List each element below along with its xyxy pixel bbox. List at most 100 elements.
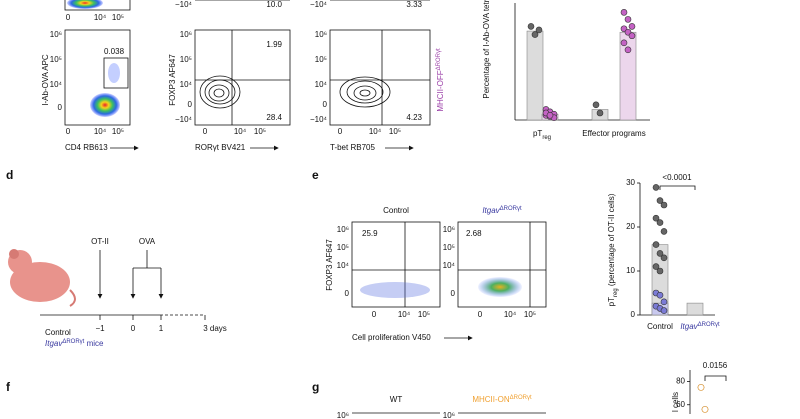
timeline xyxy=(40,250,206,320)
data-point xyxy=(620,9,628,16)
tick-label: 10⁶ xyxy=(50,30,62,39)
plot-title: ItgavΔRORγt xyxy=(482,206,522,216)
event-label: OVA xyxy=(139,237,156,246)
axis-label: T-bet RB705 xyxy=(330,143,375,152)
panel-label: e xyxy=(312,168,319,182)
tick-label: 10⁵ xyxy=(180,55,192,64)
tick-label: 10⁶ xyxy=(337,411,349,419)
data-point xyxy=(660,307,668,314)
gate-value: 1.99 xyxy=(266,40,282,49)
tick-label: 10⁴ xyxy=(504,310,517,319)
tick-label: −10⁴ xyxy=(310,115,328,124)
plot-frame xyxy=(329,29,431,126)
data-point xyxy=(624,16,632,23)
tick-label: −10⁴ xyxy=(175,115,193,124)
contours xyxy=(199,75,241,109)
day-label: 3 days xyxy=(203,324,227,333)
label-part: ΔRORγt xyxy=(436,48,442,70)
density xyxy=(108,63,120,83)
axis-label: FOXP3 AF647 xyxy=(325,239,334,291)
data-point xyxy=(546,112,554,119)
tick-label: 10⁵ xyxy=(315,55,327,64)
panel-label: f xyxy=(6,380,11,394)
group-label: Control xyxy=(45,328,71,337)
gate-value: 10.0 xyxy=(266,0,282,9)
data-point xyxy=(660,298,668,306)
label-part: Itgav xyxy=(482,206,500,215)
label-part: reg xyxy=(542,135,551,141)
gate-value: 25.9 xyxy=(362,229,378,238)
flow-plots-e xyxy=(351,221,547,308)
data-point xyxy=(701,406,709,413)
day-label: −1 xyxy=(95,324,105,333)
y-tick-label: 20 xyxy=(626,222,635,231)
label-part: Itgav xyxy=(680,322,698,331)
tick-label: 10⁵ xyxy=(418,310,430,319)
tick-label: 10⁶ xyxy=(337,225,349,234)
tick-label: 0 xyxy=(66,127,71,136)
plot-frame xyxy=(64,29,131,126)
p-value: <0.0001 xyxy=(662,173,692,182)
label-part: Itgav xyxy=(45,339,63,348)
data-point xyxy=(652,214,660,222)
tick-label: 0 xyxy=(451,289,456,298)
bar xyxy=(686,302,704,316)
tick-label: 10⁴ xyxy=(180,80,193,89)
label-part: ΔRORγt xyxy=(62,339,84,345)
mouse-icon xyxy=(8,249,76,307)
label-part: MHCII-ON xyxy=(472,395,510,404)
data-point xyxy=(652,241,660,248)
tick-label: 0 xyxy=(203,127,208,136)
tick-label: 0 xyxy=(66,13,71,22)
data-point xyxy=(652,263,660,270)
axis-label: l cells xyxy=(671,392,680,412)
data-point xyxy=(652,184,660,191)
x-tick-label: Control xyxy=(647,322,673,331)
y-tick-label: 0 xyxy=(631,310,636,319)
x-tick-label: Effector programs xyxy=(582,129,645,138)
axis-label: Percentage of I-Ab-OVA tetramer xyxy=(482,0,491,99)
label-part: pT xyxy=(607,297,616,306)
data-point xyxy=(628,32,636,40)
tick-label: 10⁴ xyxy=(337,261,350,270)
label-part: mice xyxy=(84,339,104,348)
data-point xyxy=(527,23,535,30)
tick-label: 10⁵ xyxy=(337,243,349,252)
event-label: OT-II xyxy=(91,237,109,246)
data-point xyxy=(624,46,632,54)
data-point xyxy=(697,384,705,391)
tick-label: 10⁶ xyxy=(443,225,455,234)
axis-label: Cell proliferation V450 xyxy=(352,333,431,342)
tick-label: 10⁴ xyxy=(398,310,411,319)
tick-label: 10⁵ xyxy=(524,310,536,319)
tick-label: −10⁴ xyxy=(310,0,328,9)
tick-label: 10⁶ xyxy=(315,30,327,39)
tick-label: 0 xyxy=(372,310,377,319)
day-label: 0 xyxy=(131,324,136,333)
gate-value: 4.23 xyxy=(406,113,422,122)
label-part: reg xyxy=(613,288,619,297)
plot-title: MHCII-ONΔRORγt xyxy=(472,395,532,405)
tick-label: 10⁶ xyxy=(180,30,192,39)
gate xyxy=(103,57,129,89)
tick-label: 10⁵ xyxy=(443,243,455,252)
y-tick-label: 80 xyxy=(676,377,685,386)
axis-label: CD4 RB613 xyxy=(65,143,108,152)
group-label: ItgavΔRORγt mice xyxy=(45,339,104,349)
data-point xyxy=(531,31,539,38)
tick-label: 0 xyxy=(323,100,328,109)
day-label: 1 xyxy=(159,324,164,333)
plot-title: WT xyxy=(390,395,403,404)
y-tick-label: 10 xyxy=(626,266,635,275)
tick-label: −10⁴ xyxy=(175,0,193,9)
plot-frame xyxy=(194,29,291,126)
plot-title: Control xyxy=(383,206,409,215)
tick-label: 10⁴ xyxy=(369,127,382,136)
axis-label: FOXP3 AF647 xyxy=(168,54,177,106)
tick-label: 10⁶ xyxy=(443,411,455,419)
data-point xyxy=(620,39,628,47)
axis-label: pTreg (percentage of OT-II cells) xyxy=(607,193,618,306)
data-point xyxy=(592,101,600,109)
tick-label: 0 xyxy=(345,289,350,298)
tick-label: 10⁴ xyxy=(443,261,456,270)
